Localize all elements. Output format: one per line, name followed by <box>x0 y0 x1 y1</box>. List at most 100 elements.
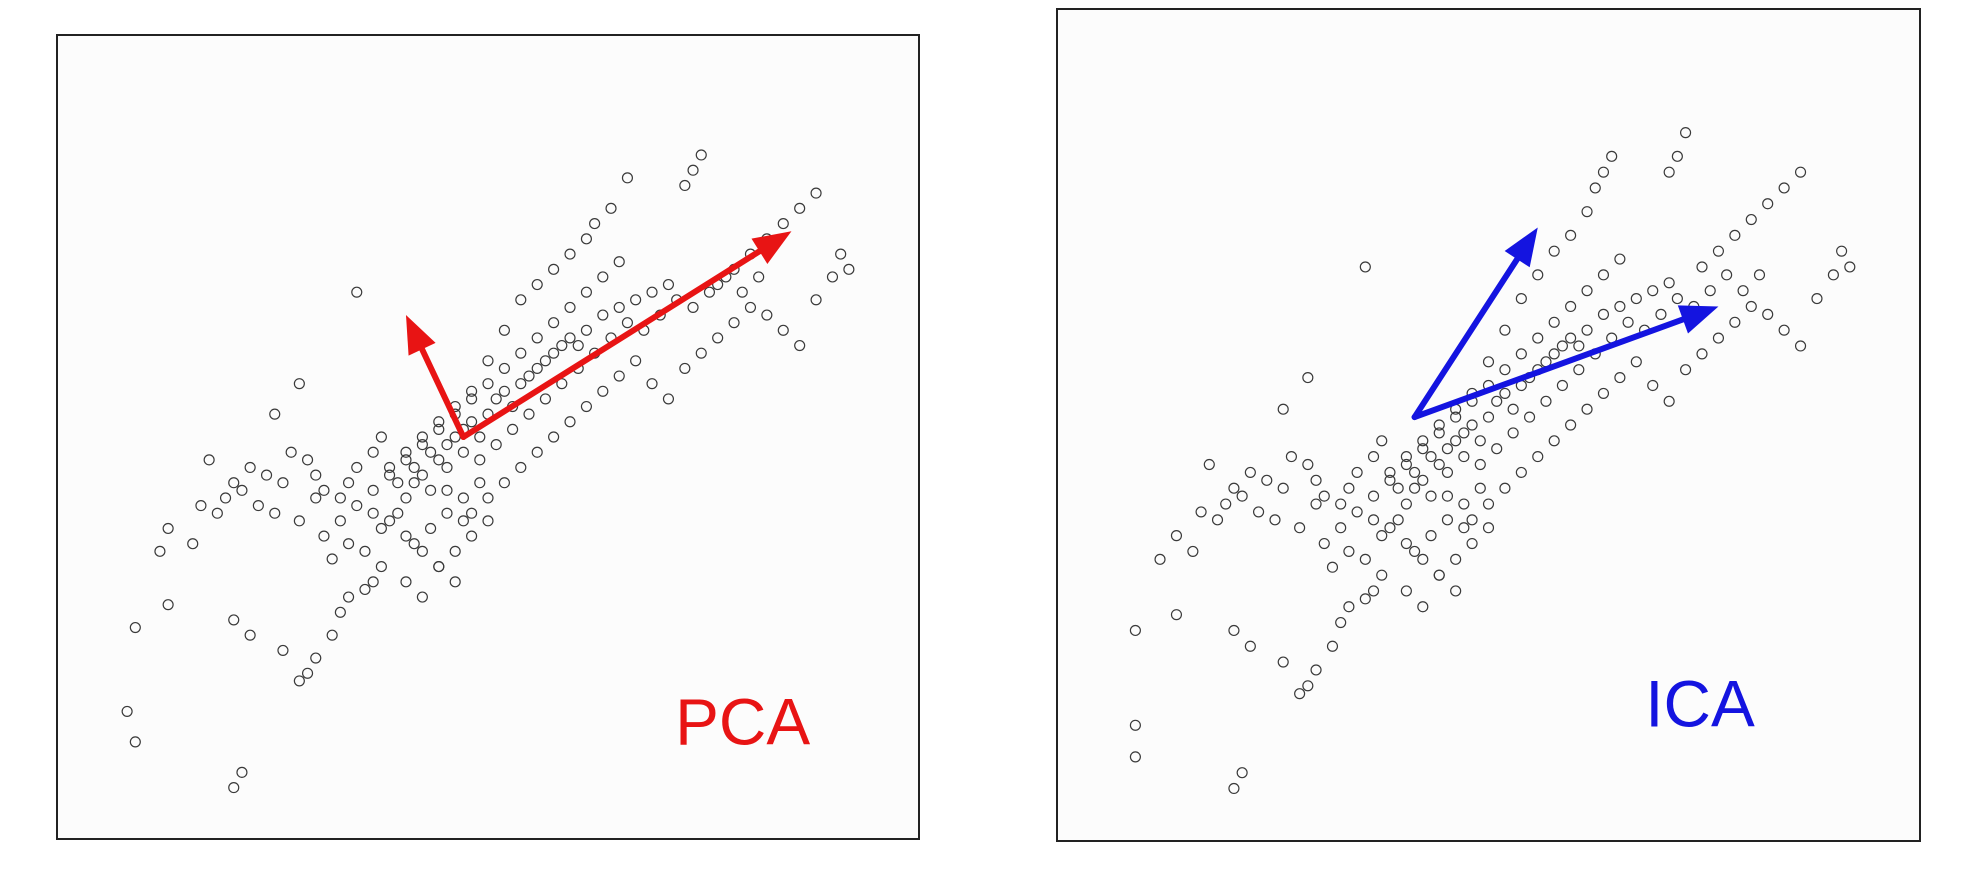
ica-point-169 <box>1359 261 1371 273</box>
ica-point-122 <box>1811 292 1823 305</box>
ica-vector-head-0 <box>1504 227 1538 268</box>
pca-point-171 <box>457 515 469 527</box>
pca-point-4 <box>129 621 141 634</box>
ica-point-113 <box>1663 395 1675 407</box>
ica-point-132 <box>1836 245 1848 257</box>
pca-point-165 <box>736 286 748 298</box>
pca-point-135 <box>433 561 445 573</box>
ica-point-167 <box>1277 403 1289 415</box>
ica-point-133 <box>1400 585 1412 597</box>
ica-point-53 <box>1507 403 1519 415</box>
ica-point-154 <box>1556 379 1568 392</box>
pca-point-175 <box>367 484 379 496</box>
ica-point-105 <box>1532 451 1544 463</box>
ica-point-110 <box>1614 372 1626 384</box>
pca-point-110 <box>613 370 625 382</box>
ica-point-25 <box>1277 656 1289 668</box>
ica-point-189 <box>1597 269 1610 281</box>
pca-point-102 <box>482 492 494 504</box>
pca-point-42 <box>416 469 428 481</box>
pca-point-14 <box>260 469 273 481</box>
pca-point-59 <box>556 339 568 352</box>
ica-point-2 <box>1228 782 1240 795</box>
ica-point-1 <box>1129 719 1141 731</box>
pca-point-182 <box>482 378 494 390</box>
pca-point-44 <box>433 454 445 466</box>
pca-point-13 <box>244 461 256 474</box>
ica-point-174 <box>1351 506 1363 518</box>
ica-point-111 <box>1630 356 1642 368</box>
ica-point-101 <box>1466 514 1478 526</box>
ica-point-78 <box>1548 245 1560 257</box>
pca-point-21 <box>252 500 264 512</box>
ica-point-13 <box>1244 466 1256 478</box>
pca-scatter-plot: PCA <box>121 149 855 794</box>
ica-point-138 <box>1482 522 1495 534</box>
ica-point-42 <box>1417 474 1429 486</box>
ica-point-127 <box>1729 229 1741 241</box>
ica-point-177 <box>1400 458 1412 471</box>
ica-point-51 <box>1491 395 1503 407</box>
pca-point-40 <box>400 492 412 504</box>
ica-point-33 <box>1367 585 1380 597</box>
ica-point-185 <box>1532 332 1544 344</box>
ica-point-96 <box>1384 522 1396 534</box>
pca-point-63 <box>597 309 609 321</box>
ica-point-140 <box>1425 530 1437 542</box>
ica-point-112 <box>1647 379 1659 392</box>
pca-point-8 <box>187 538 199 550</box>
ica-point-74 <box>1482 356 1495 368</box>
ica-point-66 <box>1647 285 1659 297</box>
pca-point-19 <box>203 454 215 466</box>
pca-point-98 <box>416 545 428 557</box>
pca-point-41 <box>408 477 420 489</box>
ica-point-61 <box>1573 340 1585 352</box>
pca-point-9 <box>195 500 207 512</box>
ica-point-82 <box>1597 166 1610 178</box>
pca-point-117 <box>728 317 740 329</box>
ica-point-22 <box>1269 514 1281 526</box>
ica-point-77 <box>1532 269 1544 281</box>
pca-point-54 <box>515 378 527 390</box>
pca-point-166 <box>753 271 765 283</box>
pca-vector-0 <box>419 346 467 440</box>
pca-point-78 <box>548 263 560 275</box>
pca-point-81 <box>589 218 601 230</box>
pca-points <box>121 149 855 794</box>
ica-point-40 <box>1400 498 1412 510</box>
pca-point-104 <box>515 461 527 474</box>
pca-point-170 <box>441 484 453 496</box>
pca-point-29 <box>326 629 338 641</box>
pca-point-32 <box>359 583 371 596</box>
ica-point-128 <box>1745 213 1757 226</box>
ica-point-58 <box>1548 348 1560 360</box>
pca-point-139 <box>408 538 420 550</box>
pca-point-93 <box>310 469 322 481</box>
ica-point-171 <box>1458 522 1470 534</box>
ica-point-118 <box>1745 300 1757 313</box>
ica-point-116 <box>1712 332 1725 344</box>
pca-point-113 <box>662 393 675 405</box>
ica-point-4 <box>1129 624 1141 637</box>
ica-point-32 <box>1359 593 1371 605</box>
pca-point-26 <box>293 675 305 687</box>
ica-point-41 <box>1409 482 1421 494</box>
pca-scatter-panel: PCA <box>56 34 920 840</box>
pca-point-22 <box>269 507 281 519</box>
pca-point-88 <box>367 446 379 458</box>
pca-point-3 <box>236 766 248 778</box>
pca-point-148 <box>457 446 469 458</box>
ica-point-161 <box>1671 292 1683 305</box>
ica-point-46 <box>1450 435 1462 447</box>
pca-point-80 <box>580 233 592 245</box>
pca-point-73 <box>466 385 478 397</box>
pca-point-181 <box>466 393 478 405</box>
ica-point-47 <box>1458 427 1470 439</box>
ica-point-176 <box>1384 474 1396 486</box>
pca-point-87 <box>375 431 387 443</box>
pca-point-18 <box>310 492 322 504</box>
ica-point-79 <box>1565 229 1577 241</box>
pca-point-10 <box>211 507 223 519</box>
ica-point-62 <box>1581 324 1593 336</box>
pca-vector-1 <box>460 248 763 440</box>
